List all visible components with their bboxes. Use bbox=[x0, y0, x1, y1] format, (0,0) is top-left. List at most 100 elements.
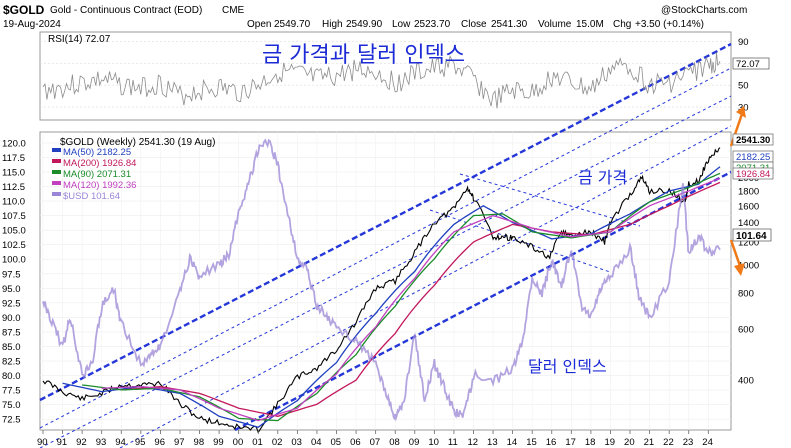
chg-value: +3.50 (+0.14%) bbox=[635, 19, 704, 30]
right-tick-label: 1800 bbox=[738, 186, 759, 197]
usd-tag-box bbox=[732, 228, 772, 242]
x-tick-label: 03 bbox=[291, 437, 302, 448]
series-line-ma50 bbox=[62, 166, 721, 429]
x-tick-label: 10 bbox=[428, 437, 439, 448]
x-tick-label: 94 bbox=[115, 437, 126, 448]
left-tick-label: 115.0 bbox=[2, 167, 25, 178]
main-title-annotation: 금 가격과 달러 인덱스 bbox=[262, 43, 465, 68]
x-tick-label: 17 bbox=[565, 437, 576, 448]
legend-swatch bbox=[52, 170, 61, 174]
x-tick-label: 14 bbox=[507, 437, 518, 448]
up-arrowhead-icon bbox=[736, 106, 746, 118]
x-tick-label: 09 bbox=[409, 437, 420, 448]
right-tick-label: 1400 bbox=[738, 218, 759, 229]
x-tick-label: 97 bbox=[174, 437, 185, 448]
x-tick-label: 16 bbox=[546, 437, 557, 448]
left-tick-label: 102.5 bbox=[2, 240, 26, 251]
right-tick-label: 600 bbox=[738, 325, 754, 336]
header-exchange: CME bbox=[222, 5, 245, 16]
left-tick-label: 120.0 bbox=[2, 138, 26, 149]
series-line-usd bbox=[42, 138, 721, 422]
price-tag-box bbox=[732, 133, 774, 146]
left-tick-label: 77.5 bbox=[2, 386, 21, 397]
consolidation-upper-line bbox=[459, 173, 641, 227]
x-tick-label: 18 bbox=[585, 437, 596, 448]
left-tick-label: 87.5 bbox=[2, 327, 21, 338]
price-tag: 2182.25 bbox=[736, 152, 770, 163]
x-tick-label: 02 bbox=[272, 437, 283, 448]
x-tick-label: 15 bbox=[526, 437, 537, 448]
x-tick-label: 95 bbox=[135, 437, 146, 448]
left-tick-label: 72.5 bbox=[2, 415, 21, 426]
legend-label: $USD 101.64 bbox=[63, 191, 120, 202]
legend-swatch bbox=[52, 159, 61, 163]
rsi-value-tag-box bbox=[732, 57, 770, 70]
legend-swatch bbox=[52, 148, 61, 152]
left-tick-label: 107.5 bbox=[2, 211, 26, 222]
chg-label: Chg bbox=[613, 19, 631, 30]
legend-swatch bbox=[52, 181, 61, 185]
close-label: Close bbox=[461, 19, 487, 30]
x-tick-label: 98 bbox=[194, 437, 205, 448]
channel-upper-line bbox=[39, 42, 732, 402]
axis-layer: 120.0 117.5 115.0 112.5 110.0 107.5 105.0 102.5… bbox=[2, 37, 759, 448]
close-value: 2541.30 bbox=[491, 19, 528, 30]
x-tick-label: 22 bbox=[663, 437, 674, 448]
x-tick-label: 05 bbox=[331, 437, 342, 448]
x-tick-label: 99 bbox=[213, 437, 224, 448]
down-arrow-icon bbox=[729, 239, 742, 267]
dollar-annotation: 달러 인덱스 bbox=[528, 357, 607, 376]
x-tick-label: 06 bbox=[350, 437, 361, 448]
x-tick-label: 21 bbox=[644, 437, 655, 448]
left-tick-label: 105.0 bbox=[2, 226, 26, 237]
x-tick-label: 93 bbox=[96, 437, 107, 448]
header-name: Gold - Continuous Contract (EOD) bbox=[50, 5, 202, 16]
right-tick-label: 1600 bbox=[738, 201, 759, 212]
left-tick-label: 82.5 bbox=[2, 357, 21, 368]
header-symbol: $GOLD bbox=[3, 3, 45, 17]
price-tag-box bbox=[732, 167, 774, 180]
x-tick-label: 96 bbox=[154, 437, 165, 448]
volume-label: Volume bbox=[538, 19, 572, 30]
usd-tag: 101.64 bbox=[736, 231, 767, 242]
x-tick-label: 23 bbox=[683, 437, 694, 448]
legend-swatch bbox=[52, 192, 61, 196]
grid-layer bbox=[40, 41, 731, 430]
left-tick-label: 95.0 bbox=[2, 284, 21, 295]
x-tick-label: 20 bbox=[624, 437, 635, 448]
series-line-gold bbox=[42, 147, 721, 434]
x-tick-label: 90 bbox=[37, 437, 48, 448]
legend-label: MA(50) 2182.25 bbox=[63, 147, 131, 158]
open-value: 2549.70 bbox=[274, 19, 311, 30]
left-tick-label: 110.0 bbox=[2, 197, 25, 208]
right-tick-label: 400 bbox=[738, 376, 754, 387]
x-tick-label: 12 bbox=[467, 437, 478, 448]
high-label: High bbox=[322, 19, 343, 30]
channel-mid-line bbox=[39, 67, 732, 429]
header-copyright: @StockCharts.com bbox=[661, 5, 747, 16]
main-panel-frame bbox=[39, 131, 732, 431]
x-tick-label: 07 bbox=[370, 437, 381, 448]
x-tick-label: 19 bbox=[604, 437, 615, 448]
rsi-value-tag: 72.07 bbox=[736, 59, 760, 70]
x-tick-label: 01 bbox=[252, 437, 263, 448]
rsi-tick-label: 50 bbox=[738, 81, 749, 92]
left-tick-label: 112.5 bbox=[2, 182, 25, 193]
x-tick-label: 91 bbox=[57, 437, 68, 448]
price-tag: 1926.84 bbox=[736, 169, 770, 180]
rsi-label: RSI(14) 72.07 bbox=[48, 34, 111, 45]
left-tick-label: 92.5 bbox=[2, 298, 21, 309]
x-tick-label: 00 bbox=[233, 437, 244, 448]
rsi-panel-frame bbox=[39, 31, 732, 121]
low-label: Low bbox=[392, 19, 411, 30]
volume-value: 15.0M bbox=[576, 19, 604, 30]
main-panel-title: $GOLD (Weekly) 2541.30 (19 Aug) bbox=[60, 137, 215, 148]
x-tick-label: 24 bbox=[702, 437, 713, 448]
right-tick-label: 1000 bbox=[738, 260, 759, 271]
left-tick-label: 80.0 bbox=[2, 371, 21, 382]
legend-label: MA(200) 1926.84 bbox=[63, 158, 136, 169]
rsi-tick-label: 90 bbox=[738, 37, 749, 48]
legend-label: MA(120) 1992.36 bbox=[63, 180, 136, 191]
